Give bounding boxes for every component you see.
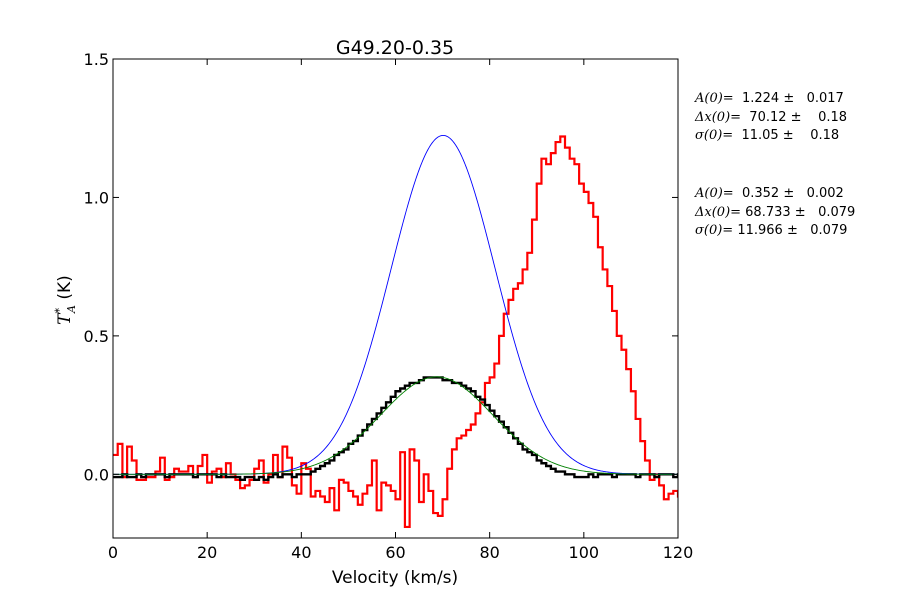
y-axis-label-sup: *	[53, 307, 66, 313]
y-axis-label-unit: (K)	[55, 275, 75, 305]
green-gaussian-fit-line	[113, 376, 678, 475]
y-axis: 0.0 0.5 1.0 1.5	[84, 50, 678, 484]
fit-sigma-line: σ(0)= 11.966 ± 0.079	[695, 222, 855, 241]
series-layer	[113, 134, 678, 529]
black-spectrum-line	[113, 376, 678, 482]
fit-amplitude-symbol: A(0)=	[695, 186, 734, 201]
fit-sigma-symbol: σ(0)=	[695, 128, 734, 143]
x-tick-label: 20	[197, 543, 217, 562]
fit-amplitude-value: 0.352 ± 0.002	[733, 186, 844, 201]
x-tick-label: 40	[291, 543, 311, 562]
x-axis: 0 20 40 60 80 100 120	[108, 59, 693, 562]
fit-sigma-value: 11.05 ± 0.18	[733, 128, 840, 143]
blue-gaussian-fit-line	[113, 134, 678, 475]
chart-title: G49.20-0.35	[336, 37, 454, 59]
plot-area	[112, 58, 679, 539]
x-tick-label: 80	[479, 543, 499, 562]
x-tick-label: 120	[663, 543, 694, 562]
fit-results-black: A(0)= 0.352 ± 0.002 Δx(0)= 68.733 ± 0.07…	[695, 185, 855, 241]
fit-center-line: Δx(0)= 70.12 ± 0.18	[695, 109, 847, 128]
x-axis-label: Velocity (km/s)	[332, 568, 458, 588]
fit-amplitude-value: 1.224 ± 0.017	[733, 91, 844, 106]
fit-amplitude-line: A(0)= 1.224 ± 0.017	[695, 90, 847, 109]
fit-amplitude-line: A(0)= 0.352 ± 0.002	[695, 185, 855, 204]
fit-sigma-line: σ(0)= 11.05 ± 0.18	[695, 127, 847, 146]
fit-center-symbol: Δx(0)=	[695, 109, 742, 125]
fit-sigma-value: 11.966 ± 0.079	[733, 223, 848, 238]
y-tick-label: 1.0	[84, 188, 109, 207]
x-tick-label: 100	[569, 543, 600, 562]
fit-center-value: 70.12 ± 0.18	[741, 109, 848, 125]
fit-center-line: Δx(0)= 68.733 ± 0.079	[695, 204, 855, 223]
fit-center-value: 68.733 ± 0.079	[741, 204, 856, 220]
fit-amplitude-symbol: A(0)=	[695, 91, 734, 106]
red-spectrum-line	[113, 135, 678, 529]
fit-results-red: A(0)= 1.224 ± 0.017 Δx(0)= 70.12 ± 0.18 …	[695, 90, 847, 146]
y-tick-label: 0.5	[84, 327, 109, 346]
y-axis-label-var: T	[55, 312, 75, 325]
y-tick-label: 1.5	[84, 50, 109, 69]
fit-center-symbol: Δx(0)=	[695, 204, 742, 220]
fit-sigma-symbol: σ(0)=	[695, 223, 734, 238]
y-axis-label-sub: A	[65, 305, 78, 314]
x-tick-label: 60	[385, 543, 405, 562]
y-axis-label: T*A (K)	[53, 275, 78, 325]
x-tick-label: 0	[108, 543, 118, 562]
y-tick-label: 0.0	[84, 465, 109, 484]
